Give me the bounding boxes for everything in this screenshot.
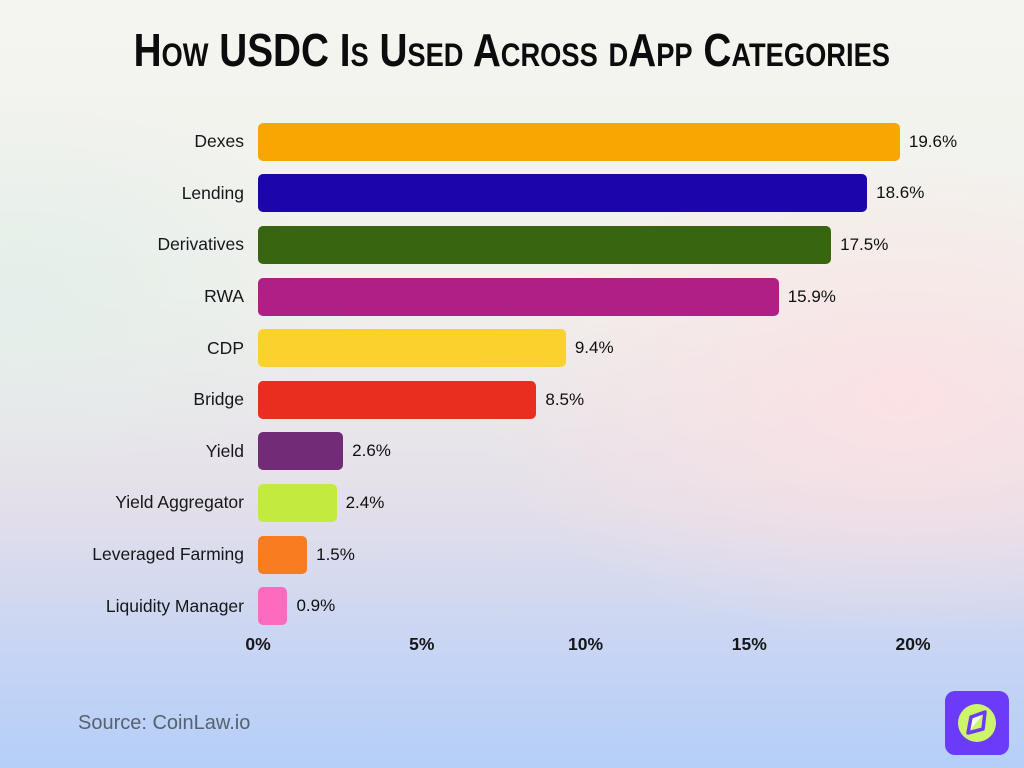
value-label: 0.9%: [296, 596, 336, 616]
category-label: Lending: [181, 182, 244, 203]
value-label: 1.5%: [316, 544, 355, 564]
category-label: CDP: [207, 337, 244, 358]
bar-row: CDP 9.4%: [54, 322, 974, 374]
x-tick: 10%: [567, 633, 604, 654]
bar-row: Bridge 8.5%: [54, 374, 974, 426]
bar-track: 9.4%: [258, 329, 958, 368]
bar: [258, 225, 832, 264]
bar: [258, 483, 337, 522]
value-label: 17.5%: [840, 234, 889, 254]
bar: [258, 174, 868, 213]
bar-row: Derivatives 17.5%: [54, 219, 974, 271]
x-axis: 0% 5% 10% 15% 20%: [245, 633, 930, 660]
category-label: Yield: [205, 440, 244, 461]
bar-row: Lending 18.6%: [54, 168, 974, 220]
coinlaw-logo: [945, 691, 1009, 755]
category-label: Yield Aggregator: [115, 492, 244, 513]
source-credit: Source: CoinLaw.io: [78, 712, 251, 734]
value-label: 9.4%: [574, 338, 614, 358]
bar: [258, 122, 900, 161]
bar-track: 8.5%: [258, 380, 958, 419]
category-label: Dexes: [194, 131, 244, 152]
bar-chart: Dexes 19.6% Lending 18.6% Derivatives 17…: [54, 116, 974, 660]
value-label: 18.6%: [876, 183, 925, 203]
chart-title-container: How USDC Is Used Across dApp Categories: [0, 24, 1024, 77]
bar: [258, 277, 779, 316]
bar-row: RWA 15.9%: [54, 271, 974, 323]
bar-track: 15.9%: [258, 277, 958, 316]
chart-title: How USDC Is Used Across dApp Categories: [133, 24, 891, 77]
category-label: Liquidity Manager: [105, 595, 244, 616]
bar-track: 2.4%: [258, 483, 958, 522]
value-label: 19.6%: [908, 131, 958, 151]
bar-row: Liquidity Manager 0.9%: [54, 580, 974, 632]
bar-row: Yield Aggregator 2.4%: [54, 477, 974, 529]
bar: [258, 432, 344, 471]
bar-row: Leveraged Farming 1.5%: [54, 529, 974, 581]
bar-row: Yield 2.6%: [54, 426, 974, 478]
category-label: RWA: [204, 286, 244, 307]
value-label: 8.5%: [545, 389, 585, 409]
bar: [258, 329, 566, 368]
bar-track: 2.6%: [258, 432, 958, 471]
bar-rows: Dexes 19.6% Lending 18.6% Derivatives 17…: [54, 116, 974, 632]
bar-row: Dexes 19.6%: [54, 116, 974, 168]
value-label: 2.6%: [352, 441, 391, 461]
value-label: 2.4%: [345, 492, 385, 512]
bar-track: 17.5%: [258, 225, 958, 264]
x-tick: 5%: [409, 633, 435, 654]
bar-track: 19.6%: [258, 122, 958, 161]
bar: [258, 587, 288, 626]
category-label: Bridge: [193, 389, 244, 410]
category-label: Leveraged Farming: [92, 544, 244, 565]
bar-track: 0.9%: [258, 587, 958, 626]
compass-icon: [958, 704, 996, 742]
category-label: Derivatives: [157, 234, 244, 255]
x-tick: 15%: [731, 633, 767, 654]
bar-track: 18.6%: [258, 174, 958, 213]
bar: [258, 380, 537, 419]
x-tick: 20%: [895, 633, 931, 654]
x-tick: 0%: [245, 633, 271, 654]
value-label: 15.9%: [787, 286, 836, 306]
bar-track: 1.5%: [258, 535, 958, 574]
bar: [258, 535, 308, 574]
